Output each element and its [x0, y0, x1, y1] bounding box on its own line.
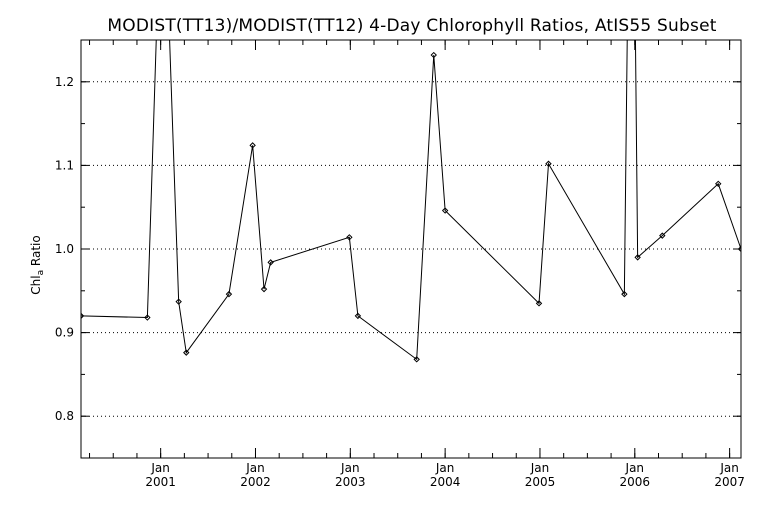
x-tick-year-label: 2005: [525, 475, 556, 489]
data-point: [621, 290, 628, 298]
x-tick-month-label: Jan: [719, 461, 739, 475]
x-tick-year-label: 2003: [335, 475, 366, 489]
x-tick-month-label: Jan: [625, 461, 645, 475]
series-line: [81, 40, 741, 361]
data-point: [545, 160, 552, 167]
y-tick-label: 0.9: [55, 326, 74, 340]
y-tick-label: 1.1: [55, 158, 74, 172]
data-point: [413, 356, 420, 363]
y-tick-label: 1.2: [55, 75, 74, 89]
data-point: [81, 312, 85, 320]
data-point: [430, 51, 437, 59]
x-tick-year-label: 2006: [620, 475, 651, 489]
y-axis-label: Chla Ratio: [29, 235, 46, 294]
data-point: [715, 180, 722, 187]
x-ticks: Jan2001Jan2002Jan2003Jan2004Jan2005Jan20…: [89, 40, 745, 489]
plot-frame: [80, 39, 742, 459]
x-tick-month-label: Jan: [245, 461, 265, 475]
y-tick-label: 0.8: [55, 409, 74, 423]
x-tick-month-label: Jan: [435, 461, 455, 475]
data-point: [354, 312, 362, 320]
data-point: [183, 349, 190, 356]
y-tick-label: 1.0: [55, 242, 74, 256]
series-layer: [81, 40, 741, 363]
x-tick-month-label: Jan: [340, 461, 360, 475]
data-point: [535, 300, 543, 307]
x-tick-year-label: 2007: [714, 475, 745, 489]
data-point: [659, 232, 666, 239]
chart-title: MODIST(TT13)/MODIST(TT12) 4-Day Chloroph…: [107, 16, 716, 36]
gridlines: [81, 81, 741, 417]
data-point: [225, 290, 233, 298]
x-tick-month-label: Jan: [150, 461, 170, 475]
x-tick-year-label: 2002: [240, 475, 271, 489]
data-point: [737, 245, 741, 253]
y-ticks: 0.8 0.9 1.0 1.1 1.2: [55, 39, 741, 459]
data-point: [346, 234, 353, 241]
data-point: [260, 285, 268, 293]
data-point: [441, 207, 449, 214]
data-point: [267, 259, 274, 266]
data-point: [249, 142, 256, 149]
x-tick-month-label: Jan: [530, 461, 550, 475]
x-tick-year-label: 2001: [145, 475, 176, 489]
data-point: [634, 254, 641, 261]
data-point: [144, 314, 151, 321]
data-point: [175, 298, 182, 305]
x-tick-year-label: 2004: [430, 475, 461, 489]
